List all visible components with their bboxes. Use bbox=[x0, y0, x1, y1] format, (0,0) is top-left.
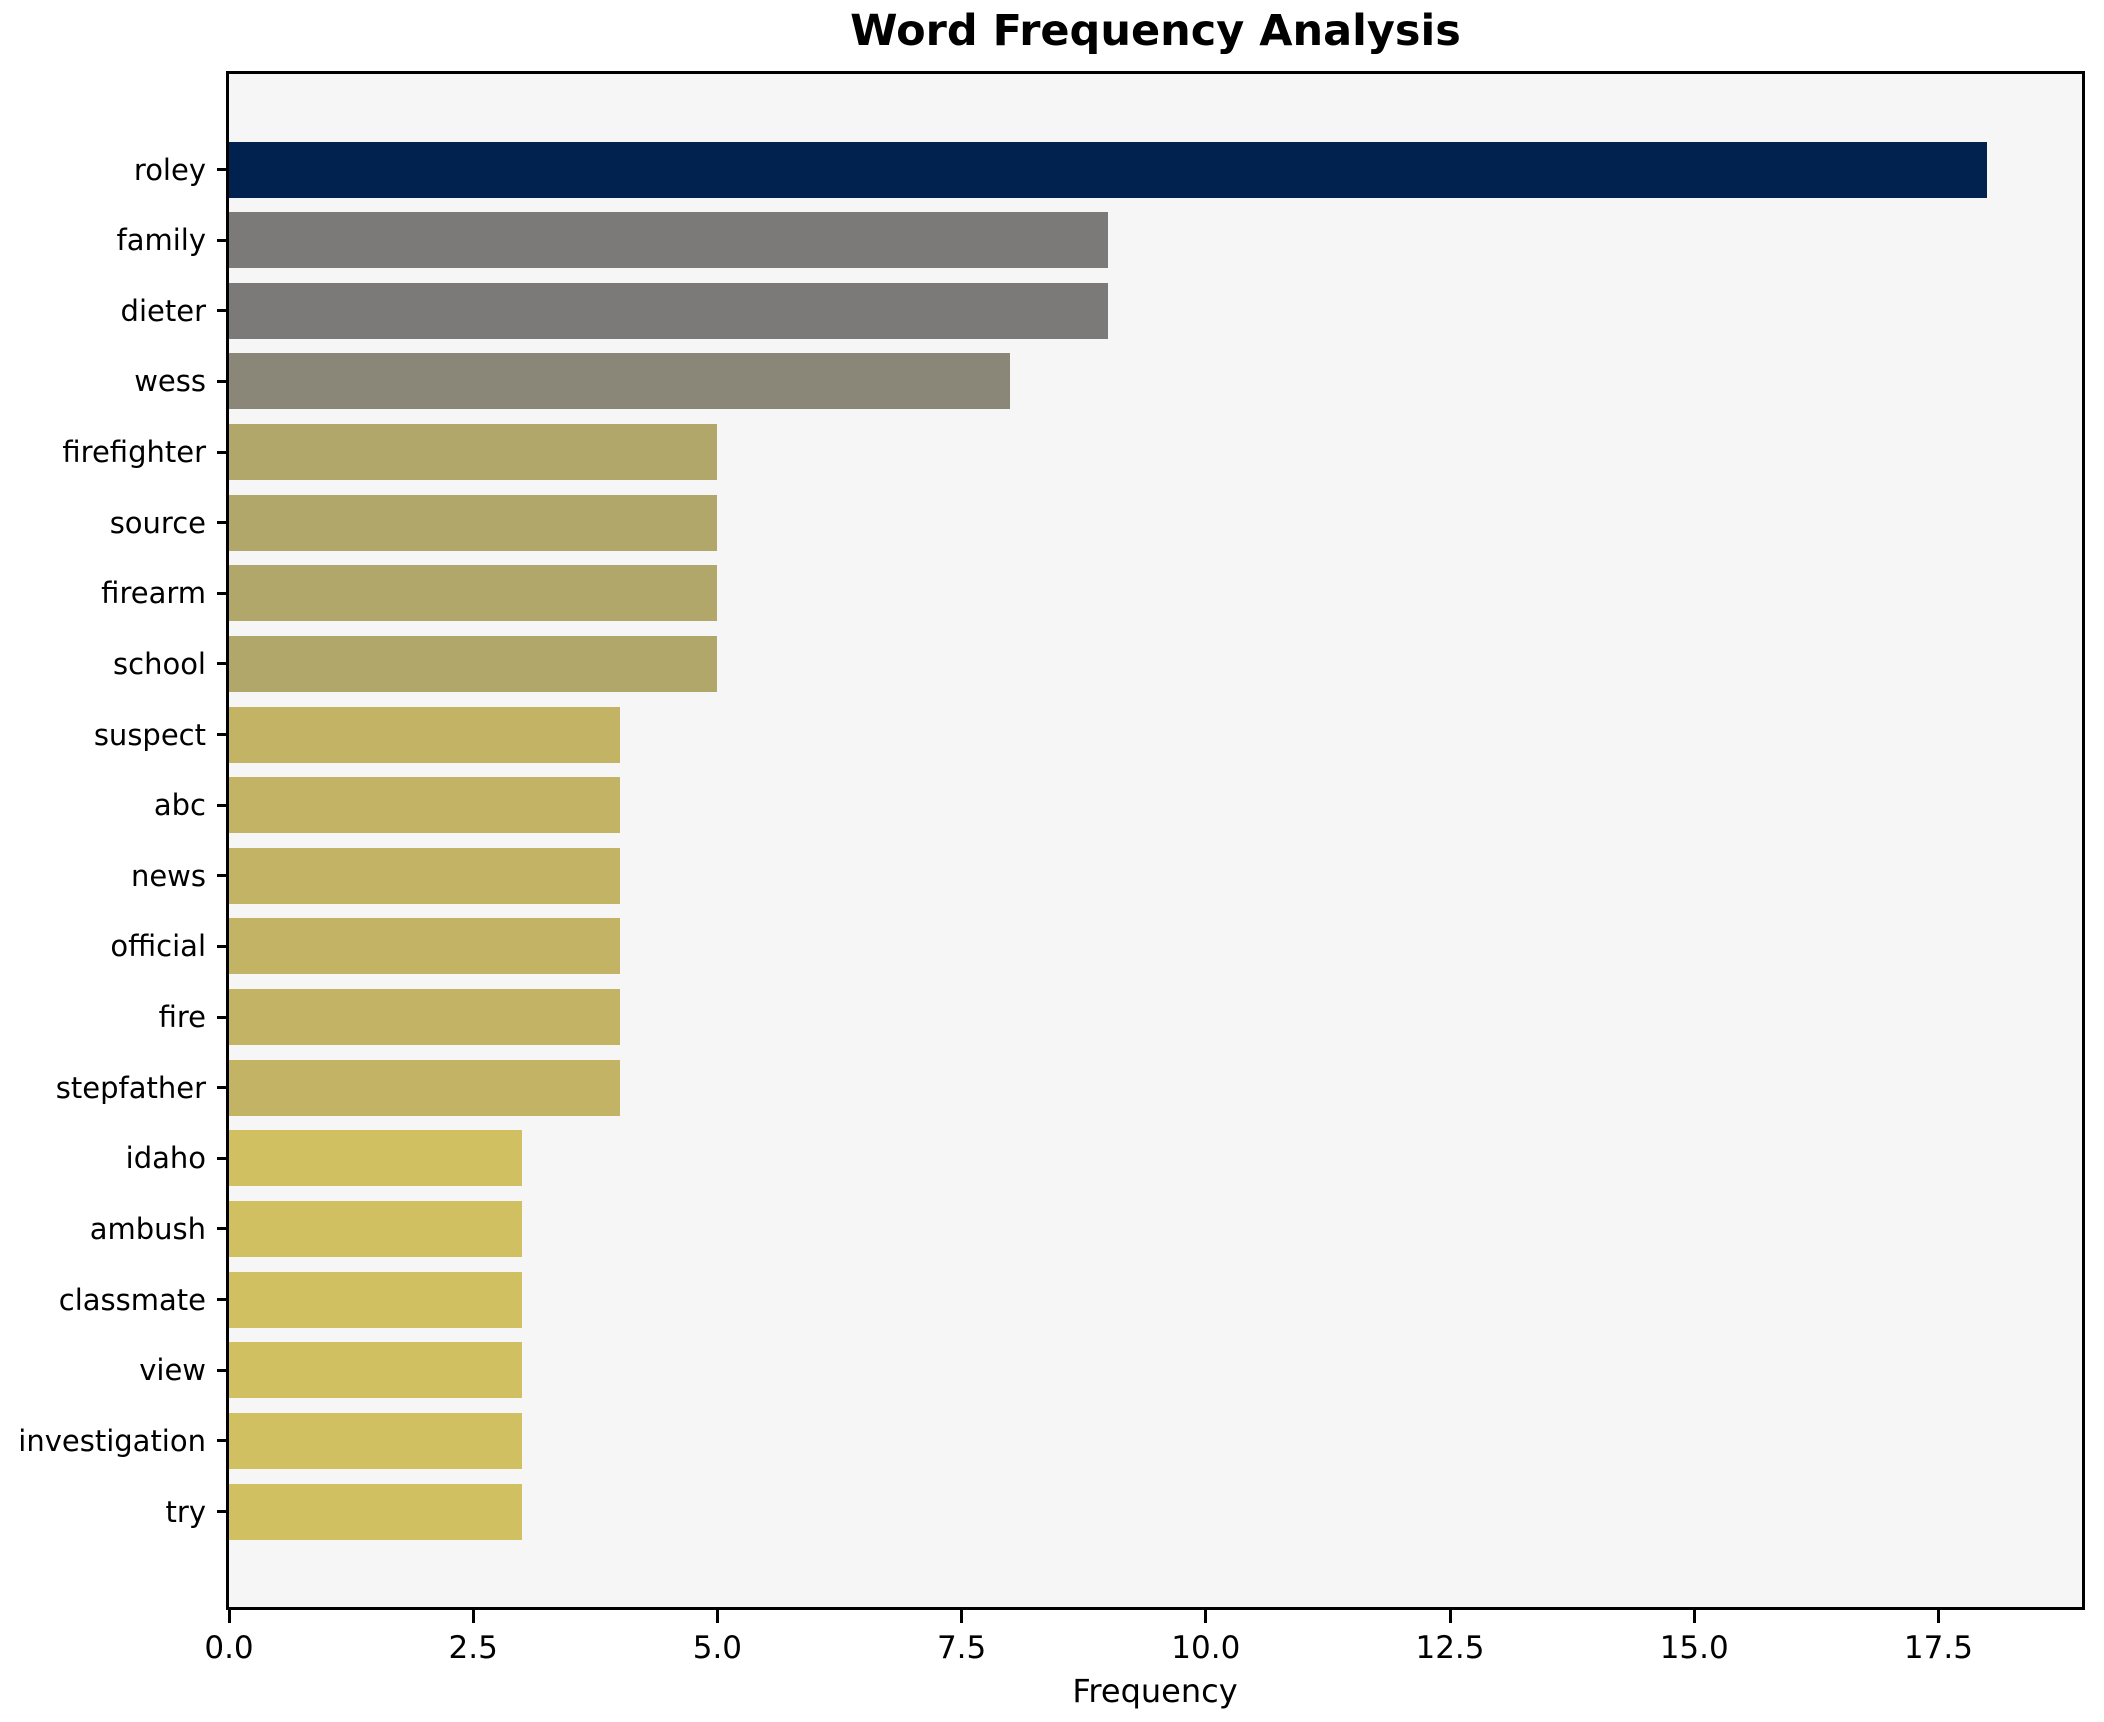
y-tick-label-roley: roley bbox=[133, 152, 206, 187]
y-tick-mark bbox=[217, 733, 226, 737]
y-tick-label-try: try bbox=[165, 1494, 206, 1529]
bar-stepfather bbox=[229, 1059, 620, 1116]
x-tick-label-2.5: 2.5 bbox=[448, 1630, 498, 1666]
bar-suspect bbox=[229, 706, 620, 763]
bar-investigation bbox=[229, 1412, 523, 1469]
chart-title: Word Frequency Analysis bbox=[850, 6, 1461, 56]
y-tick-label-investigation: investigation bbox=[18, 1423, 206, 1458]
x-tick-label-10.0: 10.0 bbox=[1171, 1630, 1241, 1666]
x-tick-mark bbox=[1692, 1610, 1696, 1623]
x-axis-title: Frequency bbox=[1072, 1672, 1238, 1710]
y-tick-label-firefighter: firefighter bbox=[62, 435, 206, 470]
bar-source bbox=[229, 494, 718, 551]
x-tick-mark bbox=[960, 1610, 964, 1623]
y-tick-label-dieter: dieter bbox=[120, 293, 206, 328]
y-tick-mark bbox=[217, 803, 226, 807]
x-tick-label-0.0: 0.0 bbox=[204, 1630, 254, 1666]
y-tick-label-idaho: idaho bbox=[125, 1141, 206, 1176]
bar-school bbox=[229, 635, 718, 692]
y-tick-mark bbox=[217, 1298, 226, 1302]
y-tick-label-firearm: firearm bbox=[101, 576, 206, 611]
y-tick-mark bbox=[217, 1086, 226, 1090]
x-tick-label-12.5: 12.5 bbox=[1415, 1630, 1485, 1666]
bar-wess bbox=[229, 353, 1011, 410]
y-tick-mark bbox=[217, 521, 226, 525]
y-tick-mark bbox=[217, 1439, 226, 1443]
x-tick-label-17.5: 17.5 bbox=[1903, 1630, 1973, 1666]
bar-official bbox=[229, 918, 620, 975]
y-tick-label-suspect: suspect bbox=[93, 717, 206, 752]
y-tick-mark bbox=[217, 591, 226, 595]
x-tick-mark bbox=[227, 1610, 231, 1623]
y-tick-mark bbox=[217, 379, 226, 383]
y-tick-mark bbox=[217, 1510, 226, 1513]
y-tick-label-abc: abc bbox=[153, 788, 206, 823]
bar-idaho bbox=[229, 1130, 523, 1187]
y-tick-mark bbox=[217, 238, 226, 242]
y-tick-label-family: family bbox=[116, 223, 206, 258]
y-tick-mark bbox=[217, 662, 226, 666]
bar-roley bbox=[229, 141, 1988, 198]
y-tick-label-official: official bbox=[110, 929, 206, 964]
y-tick-mark bbox=[217, 1368, 226, 1372]
bar-view bbox=[229, 1342, 523, 1399]
y-tick-label-wess: wess bbox=[134, 364, 206, 399]
y-tick-label-fire: fire bbox=[158, 1000, 206, 1035]
x-tick-mark bbox=[1448, 1610, 1452, 1623]
bar-fire bbox=[229, 989, 620, 1046]
x-tick-label-5.0: 5.0 bbox=[692, 1630, 743, 1666]
y-tick-label-ambush: ambush bbox=[89, 1211, 206, 1246]
y-tick-label-source: source bbox=[109, 505, 206, 540]
bar-try bbox=[229, 1483, 523, 1540]
plot-area bbox=[226, 71, 2085, 1610]
y-tick-mark bbox=[217, 168, 226, 171]
y-tick-mark bbox=[217, 944, 226, 948]
y-tick-label-stepfather: stepfather bbox=[55, 1070, 206, 1105]
x-tick-mark bbox=[1936, 1610, 1940, 1623]
y-tick-mark bbox=[217, 1227, 226, 1231]
y-tick-mark bbox=[217, 1015, 226, 1019]
y-tick-label-classmate: classmate bbox=[58, 1282, 206, 1317]
bar-family bbox=[229, 212, 1109, 269]
y-tick-mark bbox=[217, 1156, 226, 1160]
y-tick-mark bbox=[217, 309, 226, 313]
bar-abc bbox=[229, 777, 620, 834]
y-tick-label-school: school bbox=[113, 646, 206, 681]
bar-news bbox=[229, 847, 620, 904]
y-tick-label-news: news bbox=[130, 858, 206, 893]
bar-dieter bbox=[229, 282, 1109, 339]
x-tick-mark bbox=[715, 1610, 719, 1623]
x-tick-mark bbox=[471, 1610, 475, 1623]
y-tick-mark bbox=[217, 450, 226, 454]
x-tick-mark bbox=[1204, 1610, 1208, 1623]
bar-firefighter bbox=[229, 424, 718, 481]
x-tick-label-7.5: 7.5 bbox=[936, 1630, 987, 1666]
x-tick-label-15.0: 15.0 bbox=[1659, 1630, 1729, 1666]
bar-firearm bbox=[229, 565, 718, 622]
bar-ambush bbox=[229, 1200, 523, 1257]
bar-classmate bbox=[229, 1271, 523, 1328]
y-tick-label-view: view bbox=[139, 1353, 206, 1388]
y-tick-mark bbox=[217, 874, 226, 878]
